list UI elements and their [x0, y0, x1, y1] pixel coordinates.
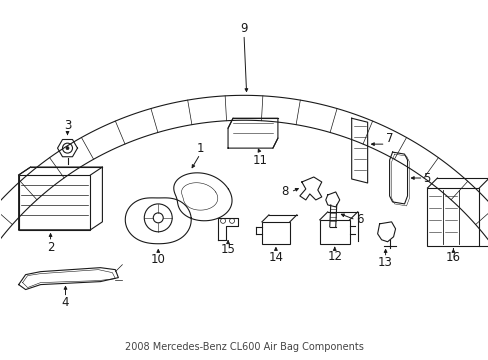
- Text: 3: 3: [64, 119, 71, 132]
- Text: 14: 14: [268, 251, 283, 264]
- Bar: [427, 188, 478, 246]
- Text: 2008 Mercedes-Benz CL600 Air Bag Components: 2008 Mercedes-Benz CL600 Air Bag Compone…: [124, 342, 363, 352]
- Text: 2: 2: [47, 241, 54, 254]
- Bar: [19, 175, 90, 230]
- Text: 15: 15: [220, 243, 235, 256]
- Text: 7: 7: [385, 132, 392, 145]
- Bar: [262, 222, 289, 244]
- Text: 1: 1: [196, 141, 203, 155]
- Text: 6: 6: [355, 213, 363, 226]
- Text: 13: 13: [377, 256, 392, 269]
- Text: 4: 4: [61, 296, 69, 309]
- Text: 16: 16: [445, 251, 460, 264]
- Text: 12: 12: [326, 250, 342, 263]
- Circle shape: [66, 147, 69, 150]
- Text: 10: 10: [150, 253, 165, 266]
- Text: 9: 9: [240, 22, 247, 35]
- Text: 8: 8: [281, 185, 288, 198]
- Text: 5: 5: [422, 171, 429, 185]
- Bar: [319, 220, 349, 244]
- Text: 11: 11: [252, 154, 267, 167]
